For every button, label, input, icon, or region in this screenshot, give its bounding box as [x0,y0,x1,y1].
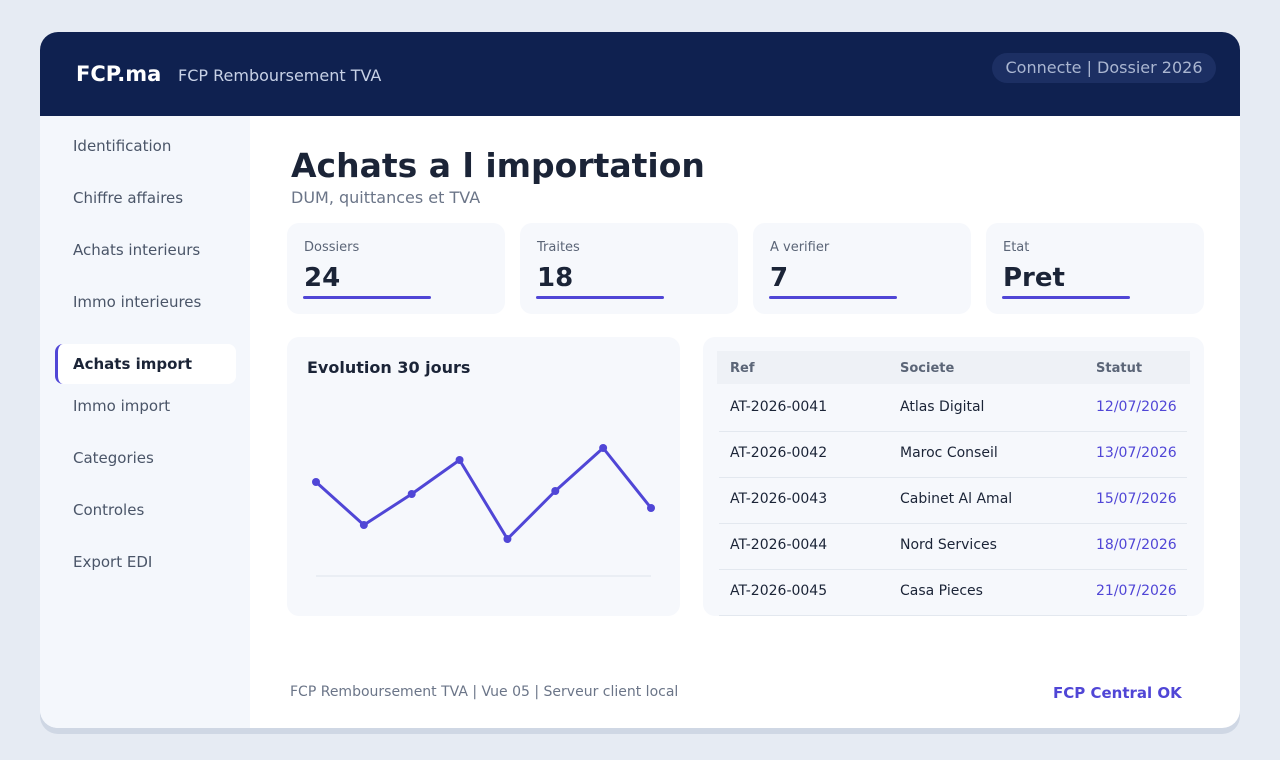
header: FCP.ma FCP Remboursement TVA Connecte | … [40,32,1240,116]
row-divider [719,523,1187,524]
table-cell: AT-2026-0041 [730,399,828,415]
point [647,504,655,512]
point [407,490,416,498]
nav-item[interactable]: Achats interieurs [73,241,201,259]
kpi-underline [1002,296,1130,299]
kpi-value: 7 [770,263,789,293]
kpi-underline [536,296,664,299]
table-header [717,351,1190,384]
point [599,444,608,452]
kpi-card: Etat Pret [986,223,1204,314]
row-divider [719,477,1187,478]
table-cell: 12/07/2026 [1096,399,1177,415]
column-header: Ref [730,361,755,376]
point [455,456,464,464]
footer-text: FCP Remboursement TVA | Vue 05 | Serveur… [290,684,679,700]
row-divider [719,431,1187,432]
chart-panel: Evolution 30 jours [287,337,680,616]
kpi-label: A verifier [770,240,830,255]
app-window: FCP.ma FCP Remboursement TVA Connecte | … [40,32,1240,728]
page-title: Achats a l importation [291,146,705,185]
table-cell: AT-2026-0045 [730,583,828,599]
kpi-value: 18 [537,263,574,293]
table-cell: 21/07/2026 [1096,583,1177,599]
table-cell: Atlas Digital [900,399,985,415]
kpi-card: Traites 18 [520,223,738,314]
table-cell: 13/07/2026 [1096,445,1177,461]
line [314,446,653,541]
footer-status: FCP Central OK [1053,684,1182,702]
table-cell: Cabinet Al Amal [900,491,1013,507]
table-panel: Ref Societe Statut AT-2026-0041 Atlas Digita… [703,337,1204,616]
table-cell: AT-2026-0043 [730,491,828,507]
table-cell: Maroc Conseil [900,445,998,461]
kpi-card: Dossiers 24 [287,223,505,314]
nav-item[interactable]: Immo import [73,397,171,415]
table-cell: 15/07/2026 [1096,491,1177,507]
table-cell: 18/07/2026 [1096,537,1177,553]
column-header: Statut [1096,361,1143,376]
kpi-card: A verifier 7 [753,223,971,314]
nav-item[interactable]: Chiffre affaires [73,189,184,207]
nav-item[interactable]: Controles [73,501,145,519]
kpi-label: Dossiers [304,240,360,255]
nav-item[interactable]: Export EDI [73,553,153,571]
point [359,521,368,529]
column-header: Societe [900,361,955,376]
sidebar: Identification Chiffre affaires Achats int… [40,116,250,728]
kpi-underline [303,296,431,299]
kpi-value: 24 [304,263,341,293]
kpi-label: Etat [1003,240,1030,255]
nav-item[interactable]: Achats import [55,344,236,384]
table-cell: AT-2026-0044 [730,537,828,553]
status-pill: Connecte | Dossier 2026 [992,53,1216,83]
point [551,487,560,495]
nav-item[interactable]: Identification [73,137,172,155]
line-chart [312,444,655,577]
row-divider [719,569,1187,570]
point [503,535,512,543]
table-cell: Nord Services [900,537,997,553]
row-divider [719,615,1187,616]
kpi-value: Pret [1003,263,1065,293]
point [312,478,320,486]
table-cell: Casa Pieces [900,583,983,599]
table-cell: AT-2026-0042 [730,445,828,461]
page-subtitle: DUM, quittances et TVA [291,188,481,207]
chart-title: Evolution 30 jours [307,358,471,377]
brand[interactable]: FCP.ma [76,62,162,86]
app-name: FCP Remboursement TVA [178,66,382,85]
kpi-underline [769,296,897,299]
kpi-label: Traites [537,240,580,255]
nav-item[interactable]: Categories [73,449,154,467]
nav-item[interactable]: Immo interieures [73,293,202,311]
